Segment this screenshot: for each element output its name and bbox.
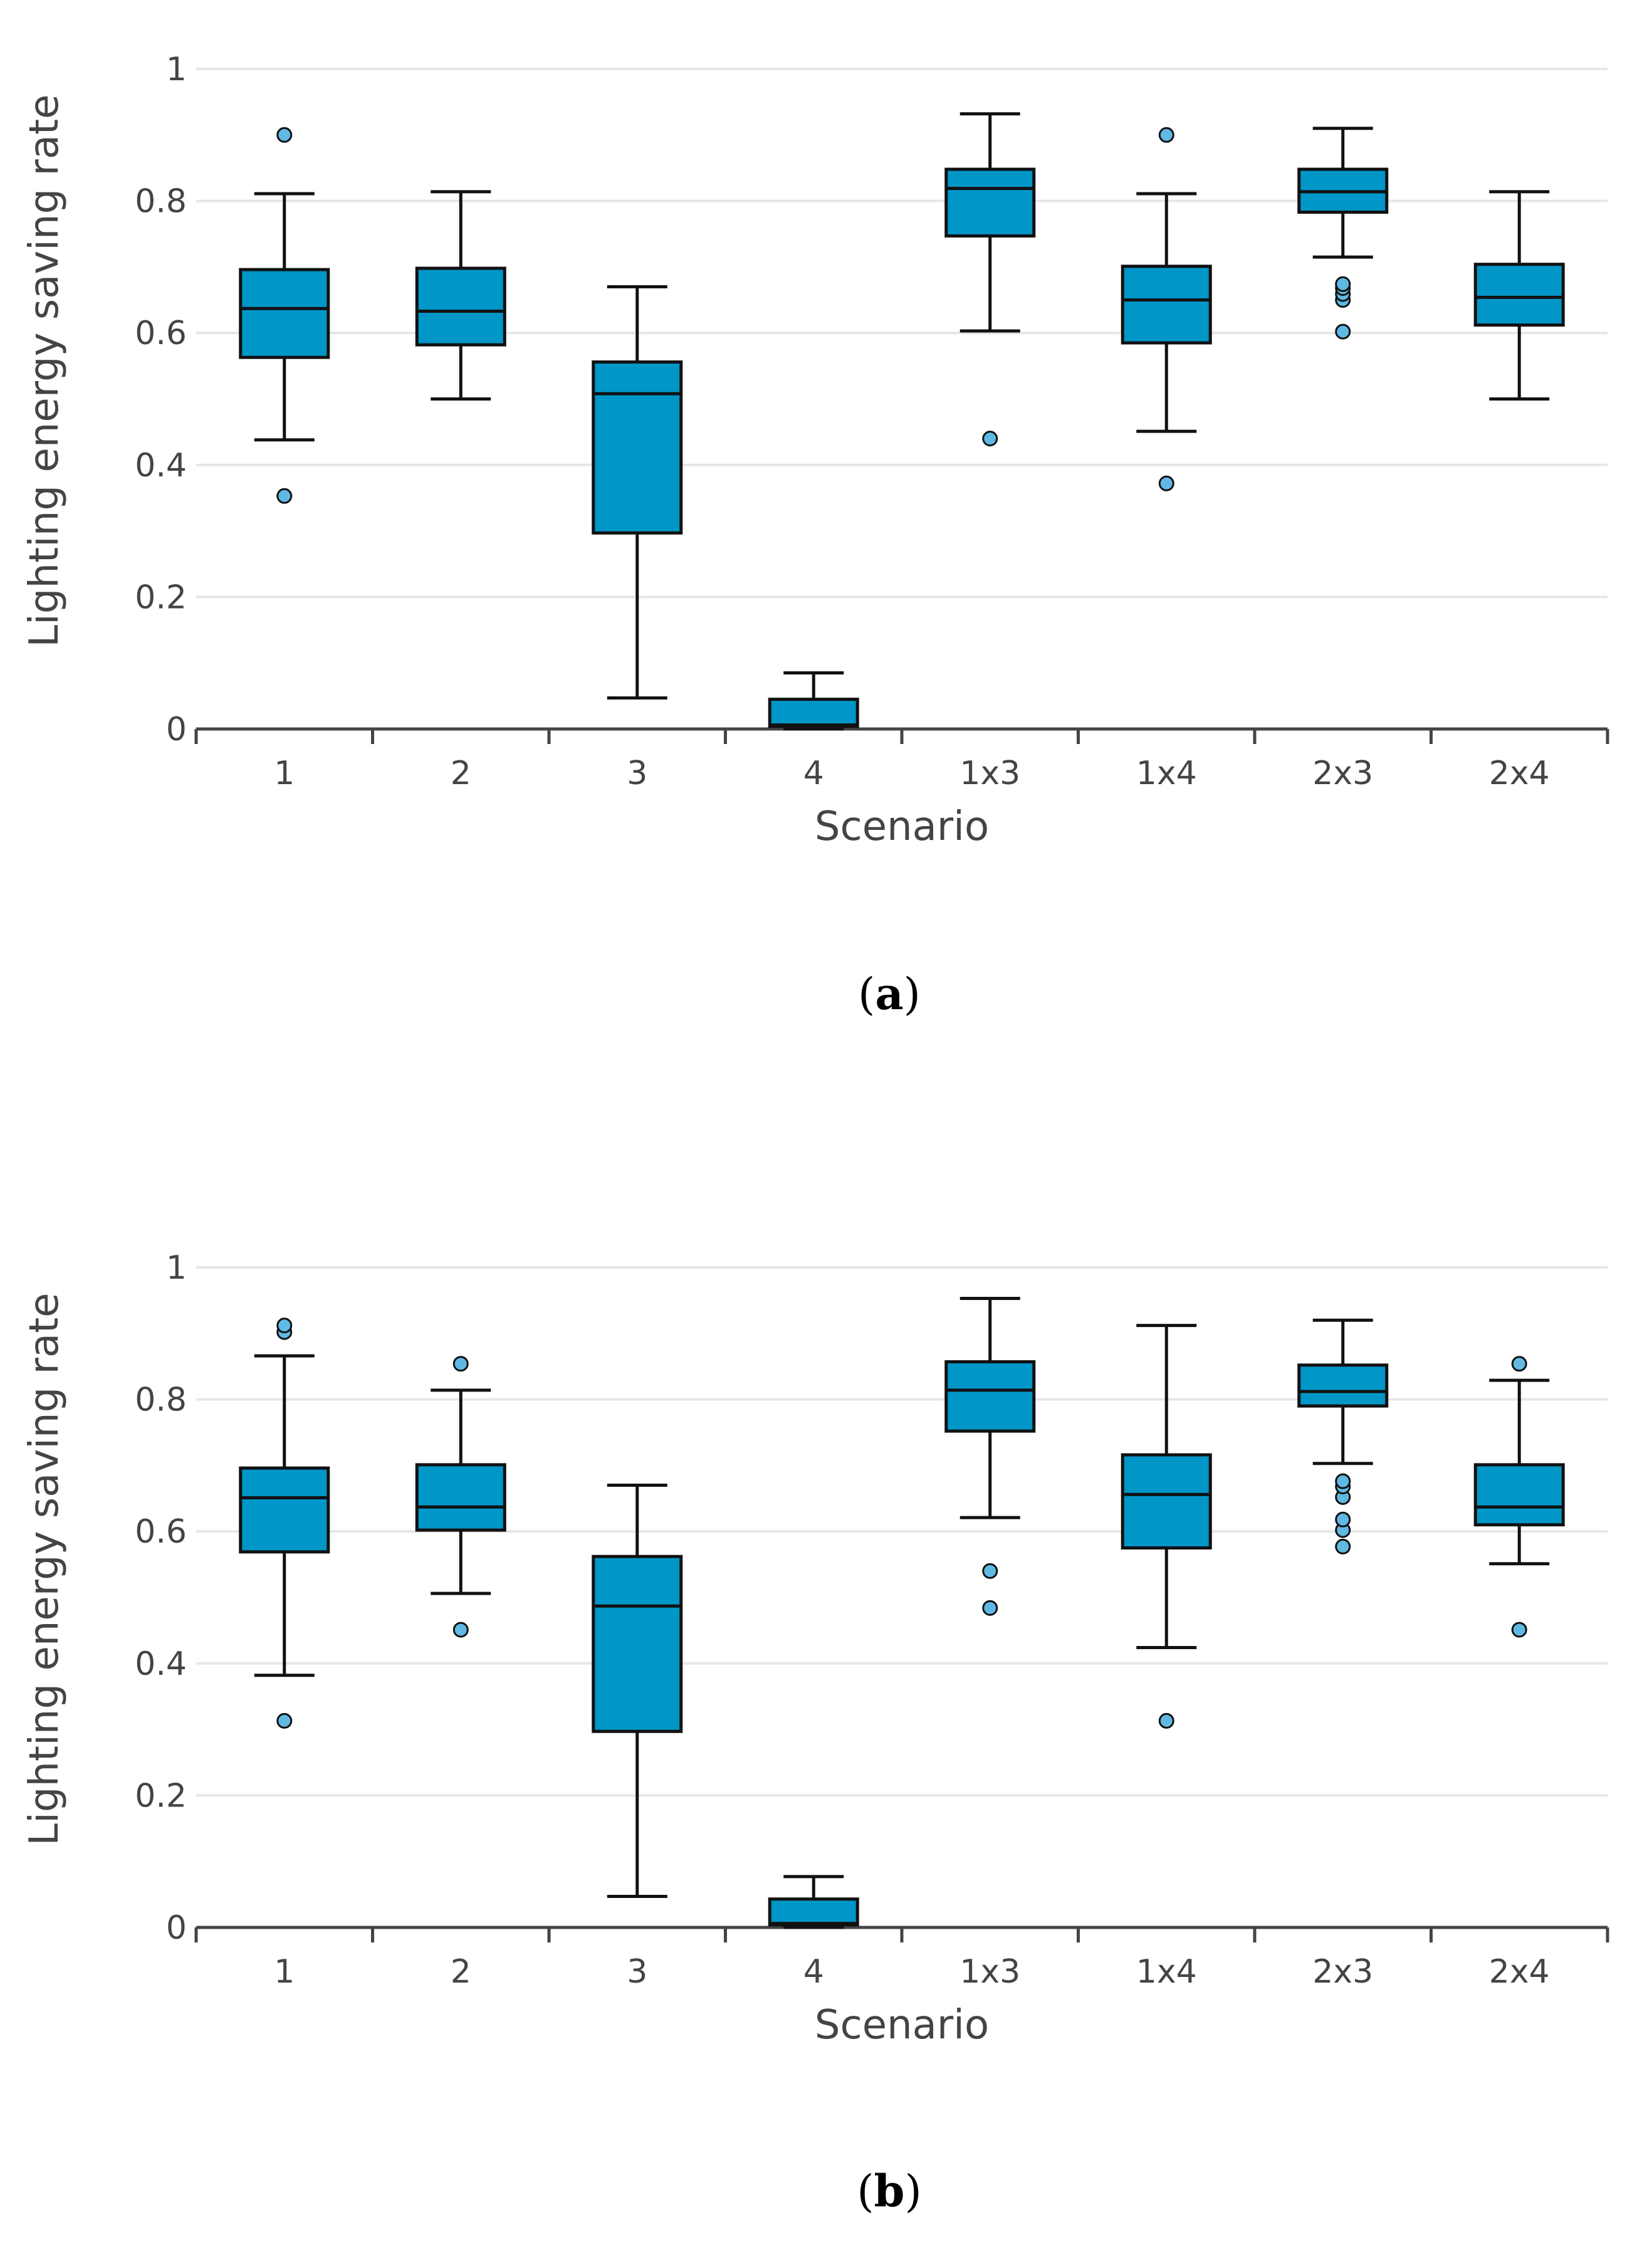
chart-panels: 0 0.2 0.4 0.6 0.8 1 1 2 3 4 1x3 1x4 2x3 2x4 Scenario Li… <box>21 51 1609 2217</box>
x-tick-label: 2x4 <box>1489 1953 1550 1991</box>
x-tick-label: 1x3 <box>959 755 1020 792</box>
outlier-point <box>1511 1356 1527 1372</box>
outlier-point <box>276 127 293 143</box>
x-tick-label: 2x3 <box>1312 1953 1373 1991</box>
y-tick-label: 0.4 <box>135 1645 187 1683</box>
box-iqr <box>768 698 859 728</box>
y-tick-label: 0.6 <box>135 315 187 352</box>
box-iqr <box>592 1554 683 1733</box>
box-3 <box>592 285 683 700</box>
outlier-point <box>276 1318 293 1334</box>
x-tick-label: 2 <box>451 755 471 792</box>
y-tick-label: 0.6 <box>135 1513 187 1551</box>
panel-label: (b) <box>857 2165 922 2217</box>
outlier-point <box>1335 276 1351 292</box>
box-1x4 <box>1121 1324 1212 1729</box>
outlier-point <box>1335 323 1351 340</box>
outlier-point <box>276 1712 293 1729</box>
y-axis-title: Lighting energy saving rate <box>21 1292 68 1845</box>
outlier-point <box>452 1622 469 1638</box>
outlier-point <box>276 488 293 504</box>
x-axis-title: Scenario <box>815 804 989 850</box>
outlier-point <box>982 1600 998 1616</box>
panel-label: (a) <box>858 968 921 1020</box>
outlier-point <box>982 1563 998 1579</box>
x-tick-label: 3 <box>627 1953 647 1991</box>
y-tick-label: 0.4 <box>135 447 187 485</box>
box-1x3 <box>944 1296 1036 1616</box>
outlier-point <box>1335 1473 1351 1489</box>
box-iqr <box>415 1463 506 1532</box>
box-1 <box>239 1318 330 1729</box>
y-tick-label: 0.2 <box>135 579 187 616</box>
box-iqr <box>1297 1363 1389 1408</box>
x-tick-label: 3 <box>627 755 647 792</box>
outlier-point <box>1158 475 1174 491</box>
box-3 <box>592 1483 683 1899</box>
box-1 <box>239 127 330 504</box>
x-tick-label: 1x3 <box>959 1953 1020 1991</box>
box-1x3 <box>944 112 1036 447</box>
box-iqr <box>1473 1463 1565 1527</box>
x-tick-label: 1 <box>274 1953 295 1991</box>
x-tick-label: 1x4 <box>1136 1953 1197 1991</box>
box-iqr <box>944 1360 1036 1433</box>
box-iqr <box>239 1466 330 1554</box>
box-iqr <box>1473 263 1565 327</box>
box-iqr <box>768 1897 859 1927</box>
x-tick-label: 2 <box>451 1953 471 1991</box>
box-2 <box>415 190 506 401</box>
box-2x4 <box>1473 1356 1565 1638</box>
x-tick-label: 2x4 <box>1489 755 1550 792</box>
box-1x4 <box>1121 127 1212 491</box>
x-tick-label: 2x3 <box>1312 755 1373 792</box>
x-tick-label: 4 <box>803 1953 824 1991</box>
outlier-point <box>1335 1538 1351 1554</box>
y-tick-label: 0 <box>166 711 187 748</box>
box-iqr <box>239 268 330 359</box>
box-2 <box>415 1356 506 1638</box>
outlier-point <box>1335 1511 1351 1528</box>
x-tick-label: 1x4 <box>1136 755 1197 792</box>
box-2x3 <box>1297 127 1389 340</box>
outlier-point <box>1158 1712 1174 1729</box>
box-4 <box>768 1875 859 1929</box>
outlier-point <box>1158 127 1174 143</box>
x-tick-label: 4 <box>803 755 824 792</box>
y-tick-label: 1 <box>166 1249 187 1287</box>
y-axis-title: Lighting energy saving rate <box>21 94 68 647</box>
box-iqr <box>944 167 1036 238</box>
y-tick-label: 1 <box>166 51 187 88</box>
y-tick-label: 0.8 <box>135 183 187 221</box>
y-tick-label: 0 <box>166 1909 187 1947</box>
y-tick-label: 0.8 <box>135 1381 187 1419</box>
box-2x3 <box>1297 1318 1389 1554</box>
x-axis-title: Scenario <box>815 2002 989 2048</box>
outlier-point <box>1511 1622 1527 1638</box>
y-tick-label: 0.2 <box>135 1777 187 1815</box>
outlier-point <box>452 1356 469 1372</box>
box-4 <box>768 671 859 731</box>
outlier-point <box>982 431 998 447</box>
box-iqr <box>415 266 506 347</box>
chart-panel-a: 0 0.2 0.4 0.6 0.8 1 1 2 3 4 1x3 1x4 2x3 2x4 Scenario Li… <box>21 51 1609 1020</box>
box-iqr <box>592 360 683 535</box>
box-2x4 <box>1473 190 1565 401</box>
box-iqr <box>1121 265 1212 345</box>
chart-panel-b: 0 0.2 0.4 0.6 0.8 1 1 2 3 4 1x3 1x4 2x3 2x4 Scenario Li… <box>21 1249 1609 2217</box>
x-tick-label: 1 <box>274 755 295 792</box>
box-iqr <box>1121 1453 1212 1550</box>
